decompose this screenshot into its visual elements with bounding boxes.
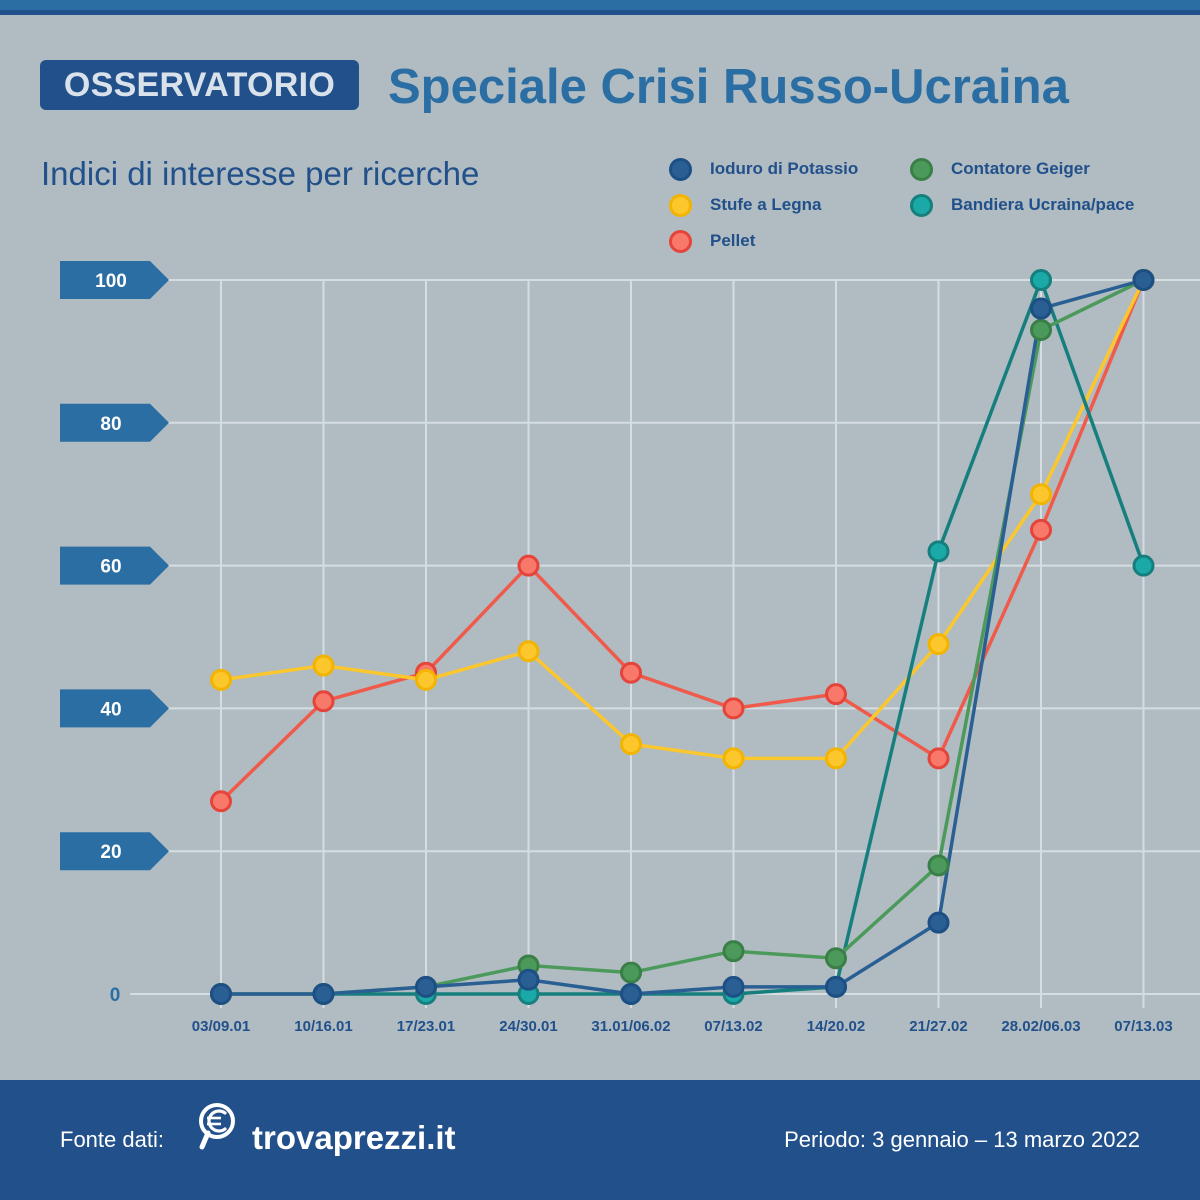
chart-grid (130, 279, 1200, 1008)
data-point-ioduro-di-potassio (1132, 269, 1155, 291)
footer: Fonte dati: trovaprezzi.it Periodo: 3 ge… (0, 1080, 1200, 1200)
data-point-ioduro-di-potassio (825, 975, 847, 998)
x-axis: 03/09.01 10/16.01 17/23.01 24/30.01 31.01/06… (192, 1018, 1173, 1035)
line-chart: 0 20 40 60 80 100 03/09.01 10/16.01 17/23.01 24/… (60, 261, 1200, 1035)
data-point-contatore-geiger (927, 854, 950, 877)
legend-item-bandiera: Bandiera Ucraina/pace (910, 191, 1134, 219)
x-tick-label: 10/16.01 (294, 1018, 352, 1035)
legend-marker (669, 193, 692, 217)
x-tick-label: 07/13.02 (704, 1018, 762, 1035)
data-point-ioduro-di-potassio (620, 983, 642, 1005)
legend-label: Ioduro di Potassio (710, 159, 859, 178)
brand-name: trovaprezzi.it (252, 1119, 456, 1156)
legend-label: Stufe a Legna (710, 195, 822, 214)
y-tick-tag (60, 689, 169, 728)
data-point-stufe-a-legna (415, 668, 437, 691)
y-tick-label: 100 (95, 271, 127, 292)
top-accent-bar-dark (0, 10, 1200, 15)
data-point-pellet (722, 697, 745, 720)
data-point-ioduro-di-potassio (210, 983, 232, 1005)
series-line-pellet (219, 279, 1146, 803)
legend-marker (669, 157, 692, 181)
series-line-stufe-a-legna (220, 279, 1146, 761)
data-point-ioduro-di-potassio (722, 975, 745, 998)
x-tick-label: 07/13.03 (1114, 1018, 1172, 1035)
data-point-stufe-a-legna (927, 633, 950, 656)
x-tick-label: 03/09.01 (192, 1018, 250, 1035)
data-point-ioduro-di-potassio (927, 911, 950, 934)
x-tick-label: 24/30.01 (499, 1018, 557, 1035)
data-point-ioduro-di-potassio (1030, 297, 1052, 320)
x-tick-label: 31.01/06.02 (591, 1018, 670, 1035)
data-point-stufe-a-legna (825, 747, 847, 770)
legend-item-stufe: Stufe a Legna (669, 191, 821, 219)
data-point-pellet (927, 747, 950, 770)
observatory-badge: OSSERVATORIO (40, 60, 359, 110)
data-point-ioduro-di-potassio (415, 975, 437, 998)
y-axis: 0 20 40 60 80 100 (60, 261, 169, 1006)
y-tick-tag (60, 546, 169, 585)
legend-item-ioduro: Ioduro di Potassio (669, 155, 858, 183)
y-tick-tag (60, 261, 169, 299)
data-point-pellet (210, 790, 232, 813)
series-line-bandiera-ucraina-pace (221, 278, 1146, 996)
x-tick-label: 28.02/06.03 (1001, 1018, 1080, 1035)
data-point-contatore-geiger (722, 940, 745, 963)
legend-label: Bandiera Ucraina/pace (951, 195, 1135, 214)
data-point-pellet (620, 661, 642, 684)
data-point-pellet (825, 683, 847, 706)
data-point-stufe-a-legna (722, 747, 745, 770)
data-point-ioduro-di-potassio (517, 968, 540, 991)
y-tick-tag (60, 832, 169, 871)
data-point-bandiera-ucraina-pace (927, 540, 950, 563)
data-point-pellet (517, 554, 540, 577)
euro-search-icon (199, 1103, 235, 1150)
page-title: Speciale Crisi Russo-Ucraina (388, 60, 1069, 114)
y-tick-label: 0 (110, 985, 121, 1006)
data-point-bandiera-ucraina-pace (1030, 269, 1052, 291)
data-point-contatore-geiger (620, 961, 642, 984)
x-tick-label: 14/20.02 (807, 1018, 865, 1035)
data-point-stufe-a-legna (1030, 483, 1052, 506)
y-tick-label: 40 (100, 699, 121, 720)
y-tick-label: 60 (100, 557, 121, 578)
data-point-pellet (1030, 518, 1052, 541)
legend-marker (910, 157, 933, 181)
data-point-pellet (312, 690, 335, 713)
source-label: Fonte dati: (60, 1127, 164, 1152)
x-tick-label: 17/23.01 (397, 1018, 455, 1035)
data-point-bandiera-ucraina-pace (1132, 554, 1155, 577)
legend-label: Contatore Geiger (951, 159, 1090, 178)
legend-item-geiger: Contatore Geiger (910, 155, 1090, 183)
x-tick-label: 21/27.02 (909, 1018, 967, 1035)
chart-subtitle: Indici di interesse per ricerche (41, 155, 480, 192)
period-label: Periodo: 3 gennaio – 13 marzo 2022 (784, 1127, 1140, 1152)
series-line-contatore-geiger (221, 278, 1145, 996)
series-line-ioduro-di-potassio (221, 278, 1144, 996)
data-point-stufe-a-legna (620, 733, 642, 756)
data-point-stufe-a-legna (210, 668, 232, 691)
legend-marker (910, 193, 933, 217)
data-point-stufe-a-legna (312, 654, 335, 677)
data-point-contatore-geiger (825, 947, 847, 970)
series-lines (219, 278, 1146, 996)
y-tick-label: 20 (100, 842, 121, 863)
data-point-ioduro-di-potassio (312, 983, 335, 1005)
legend-label: Pellet (710, 231, 756, 250)
y-tick-tag (60, 403, 169, 442)
legend-item-pellet: Pellet (669, 227, 755, 255)
data-point-stufe-a-legna (517, 640, 540, 663)
top-accent-bar (0, 0, 1200, 10)
legend-marker (669, 229, 692, 253)
data-point-contatore-geiger (1030, 318, 1052, 341)
y-tick-label: 80 (100, 414, 121, 435)
series-points (210, 269, 1155, 1005)
